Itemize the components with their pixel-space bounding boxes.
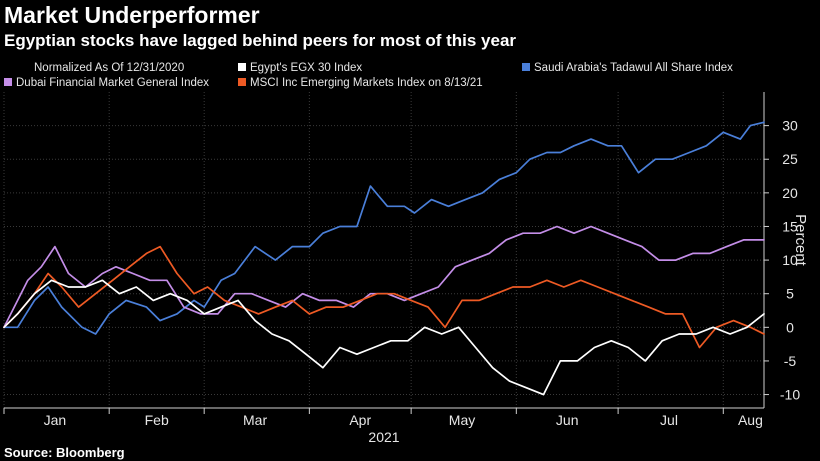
- x-tick-label: Jun: [556, 412, 579, 428]
- legend-item-dubai: Dubai Financial Market General Index: [4, 77, 209, 89]
- y-tick-label: 25: [782, 151, 798, 167]
- x-tick-label: Apr: [349, 412, 371, 428]
- y-tick-label: 15: [782, 218, 798, 234]
- y-tick-label: -10: [780, 387, 800, 403]
- legend-swatch-dubai: [4, 78, 12, 86]
- series-line: [3, 279, 765, 396]
- x-tick-label: Aug: [738, 412, 763, 428]
- x-tick-label: Jan: [44, 412, 67, 428]
- y-tick-label: 10: [782, 252, 798, 268]
- legend-swatch-saudi: [522, 63, 530, 71]
- y-tick-label: 30: [782, 118, 798, 134]
- legend-item-saudi: Saudi Arabia's Tadawul All Share Index: [522, 62, 733, 74]
- legend-item-egypt: Egypt's EGX 30 Index: [238, 62, 362, 74]
- y-axis: 30 25 20 15 10 5 0 -5 -10: [763, 92, 800, 408]
- legend-label-saudi: Saudi Arabia's Tadawul All Share Index: [534, 62, 733, 74]
- series-lines: [3, 121, 765, 396]
- series-line: [3, 245, 765, 349]
- x-axis-year-label: 2021: [368, 429, 399, 445]
- legend-label-dubai: Dubai Financial Market General Index: [16, 77, 210, 89]
- legend-swatch-msci: [238, 78, 246, 86]
- chart-subtitle: Egyptian stocks have lagged behind peers…: [4, 31, 517, 50]
- x-tick-label: Feb: [145, 412, 169, 428]
- chart-title: Market Underperformer: [4, 2, 260, 28]
- source-note: Source: Bloomberg: [4, 445, 125, 460]
- gridlines: [3, 92, 764, 408]
- series-line: [3, 121, 765, 335]
- legend-item-msci: MSCI Inc Emerging Markets Index on 8/13/…: [238, 77, 483, 89]
- x-tick-label: Jul: [660, 412, 678, 428]
- y-tick-label: 5: [786, 286, 794, 302]
- legend-note: Normalized As Of 12/31/2020: [34, 62, 185, 74]
- x-tick-label: Mar: [243, 412, 267, 428]
- legend-label-egypt: Egypt's EGX 30 Index: [250, 62, 363, 74]
- y-axis-label: Percent: [792, 214, 809, 267]
- legend-label-msci: MSCI Inc Emerging Markets Index on 8/13/…: [250, 77, 483, 89]
- y-tick-label: 20: [782, 185, 798, 201]
- legend-swatch-egypt: [238, 63, 246, 71]
- y-tick-label: 0: [786, 319, 794, 335]
- series-line: [3, 225, 765, 329]
- x-axis: Jan Feb Mar Apr May Jun Jul Aug: [3, 407, 764, 428]
- x-tick-label: May: [449, 412, 475, 428]
- y-tick-label: -5: [784, 353, 797, 369]
